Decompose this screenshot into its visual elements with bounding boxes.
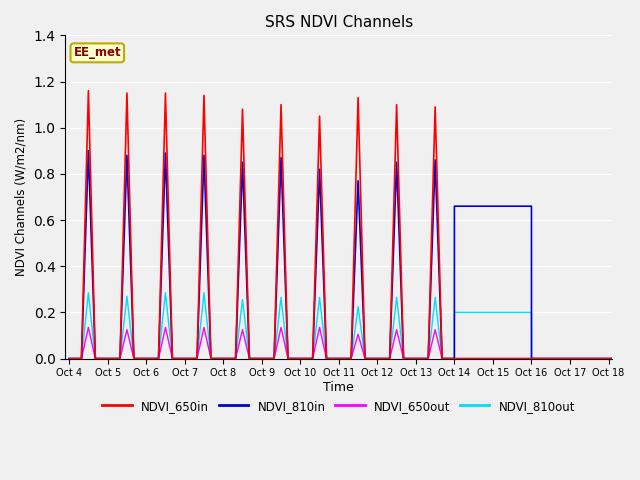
Legend: NDVI_650in, NDVI_810in, NDVI_650out, NDVI_810out: NDVI_650in, NDVI_810in, NDVI_650out, NDV…: [97, 395, 580, 417]
Text: EE_met: EE_met: [74, 47, 121, 60]
X-axis label: Time: Time: [323, 381, 354, 394]
Title: SRS NDVI Channels: SRS NDVI Channels: [265, 15, 413, 30]
Y-axis label: NDVI Channels (W/m2/nm): NDVI Channels (W/m2/nm): [15, 118, 28, 276]
